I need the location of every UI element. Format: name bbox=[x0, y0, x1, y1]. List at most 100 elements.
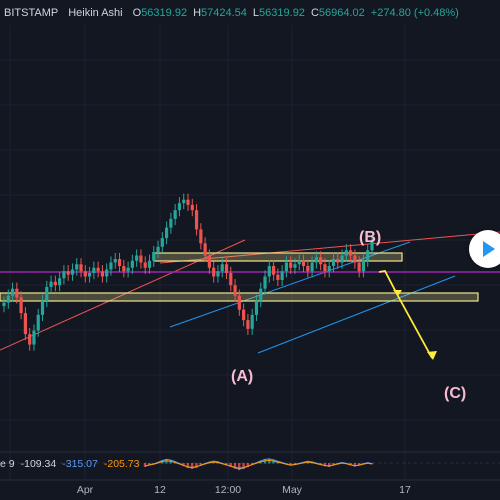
candle-body bbox=[92, 267, 96, 273]
candle-body bbox=[109, 262, 113, 270]
wave-b-label: (B) bbox=[359, 229, 381, 246]
candle-body bbox=[194, 210, 199, 230]
high-label: H bbox=[193, 7, 202, 19]
candle-body bbox=[310, 262, 314, 272]
candle-body bbox=[250, 314, 254, 329]
wave-a-label: (A) bbox=[231, 368, 253, 385]
upper-resistance-zone bbox=[153, 252, 403, 262]
wave-c-label: (C) bbox=[444, 385, 466, 402]
candle-body bbox=[280, 271, 284, 280]
candle-body bbox=[177, 203, 182, 211]
candle-body bbox=[87, 272, 92, 277]
oscillator-bar bbox=[332, 463, 335, 466]
indicator-value-3: -205.73 bbox=[103, 458, 140, 470]
candle-body bbox=[49, 281, 53, 287]
oscillator-bar bbox=[143, 463, 147, 467]
candle-body bbox=[66, 271, 70, 275]
candle-body bbox=[15, 288, 19, 298]
candle-body bbox=[2, 302, 6, 307]
candle-body bbox=[216, 271, 220, 277]
candle-body bbox=[246, 320, 250, 329]
oscillator-bar bbox=[268, 458, 271, 464]
indicator-legend: e 9 -109.34 -315.07 -205.73 bbox=[0, 457, 139, 471]
chart-style-label[interactable]: Heikin Ashi bbox=[68, 7, 123, 19]
x-tick-label: 12:00 bbox=[215, 484, 241, 496]
oscillator-bar bbox=[357, 463, 361, 466]
projection-arrow-c bbox=[397, 295, 433, 359]
candle-body bbox=[152, 252, 156, 261]
oscillator-bar bbox=[238, 463, 241, 471]
oscillator-bar bbox=[199, 463, 202, 466]
candle-body bbox=[169, 218, 173, 228]
candle-body bbox=[353, 255, 357, 263]
candle-body bbox=[83, 271, 87, 277]
projection-arrowhead-c bbox=[427, 351, 437, 360]
close-label: C bbox=[310, 7, 319, 19]
candle-body bbox=[199, 229, 203, 244]
candle-body bbox=[70, 269, 75, 275]
oscillator-bar bbox=[353, 463, 357, 467]
candle-body bbox=[366, 250, 370, 261]
candle-body bbox=[19, 297, 23, 314]
candle-body bbox=[105, 269, 109, 277]
oscillator-bar bbox=[186, 463, 190, 469]
x-tick-label: 17 bbox=[399, 484, 411, 496]
candle-body bbox=[267, 266, 271, 277]
oscillator-line-orange bbox=[144, 459, 373, 469]
candle-body bbox=[96, 267, 100, 272]
candle-body bbox=[289, 262, 293, 268]
candle-body bbox=[130, 260, 134, 268]
candle-body bbox=[229, 272, 233, 286]
play-button[interactable] bbox=[469, 230, 500, 268]
indicator-value-2: -315.07 bbox=[62, 458, 98, 470]
candle-body bbox=[122, 266, 126, 272]
candle-body bbox=[276, 274, 280, 280]
candle-body bbox=[237, 295, 241, 310]
candle-body bbox=[314, 257, 318, 263]
candle-body bbox=[336, 259, 340, 263]
projection-arrow-b bbox=[378, 270, 399, 297]
candle-body bbox=[284, 262, 289, 272]
indicator-value-1: -109.34 bbox=[20, 458, 57, 470]
candle-body bbox=[203, 243, 207, 256]
candle-body bbox=[79, 264, 83, 272]
candle-body bbox=[263, 276, 267, 289]
candle-body bbox=[190, 204, 194, 211]
candle-body bbox=[319, 257, 323, 265]
x-tick-label: May bbox=[282, 484, 303, 496]
candle-body bbox=[113, 259, 117, 263]
symbol-label[interactable]: BITSTAMP bbox=[4, 7, 59, 19]
change-value: +274.80 (+0.48%) bbox=[370, 7, 459, 19]
candle-body bbox=[139, 255, 143, 263]
play-icon bbox=[483, 241, 495, 257]
oscillator-bar bbox=[195, 463, 198, 468]
candle-body bbox=[327, 266, 331, 272]
open-value: 56319.92 bbox=[141, 7, 188, 19]
candle-body bbox=[28, 334, 32, 345]
high-value: 57424.54 bbox=[201, 7, 247, 19]
candle-body bbox=[340, 255, 344, 263]
candle-body bbox=[220, 264, 224, 272]
candle-body bbox=[212, 267, 216, 277]
candle-body bbox=[349, 250, 353, 256]
candle-body bbox=[143, 262, 147, 268]
candle-body bbox=[156, 246, 160, 253]
projection-arrowhead-b bbox=[393, 290, 402, 296]
open-label: O bbox=[132, 7, 142, 19]
candle-body bbox=[53, 281, 57, 286]
candle-body bbox=[147, 260, 152, 268]
candle-body bbox=[135, 255, 139, 261]
candle-body bbox=[331, 259, 336, 266]
candle-body bbox=[242, 309, 246, 321]
oscillator-bar bbox=[289, 463, 292, 466]
upper-red-trendline bbox=[159, 231, 500, 264]
candle-body bbox=[36, 314, 40, 331]
ohlc-values: O56319.92 H57424.54 L56319.92 C56964.02 … bbox=[133, 7, 459, 19]
chart-legend: BITSTAMP Heikin Ashi O56319.92 H57424.54… bbox=[0, 3, 459, 23]
candle-body bbox=[10, 288, 15, 296]
candle-body bbox=[32, 330, 36, 345]
candle-body bbox=[357, 262, 361, 272]
candle-body bbox=[207, 255, 211, 268]
oscillator-bar bbox=[165, 458, 168, 464]
